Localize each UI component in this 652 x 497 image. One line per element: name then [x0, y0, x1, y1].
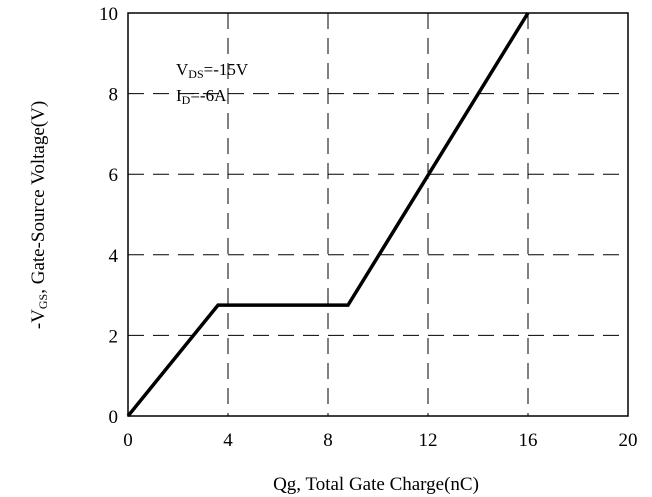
x-tick-label: 20 [619, 430, 638, 451]
y-tick-label: 0 [109, 407, 119, 428]
x-axis-label: Qg, Total Gate Charge(nC) [273, 474, 479, 495]
x-tick-label: 16 [519, 430, 538, 451]
y-axis-label: -VGS, Gate-Source Voltage(V) [28, 101, 50, 329]
y-tick-label: 2 [109, 326, 119, 347]
series-line-0 [126, 12, 530, 418]
series-lines [126, 12, 530, 418]
y-tick-label: 6 [109, 165, 119, 186]
y-tick-label: 8 [109, 85, 119, 106]
x-tick-label: 12 [419, 430, 438, 451]
annotation-id: ID=-6A [176, 86, 227, 107]
x-tick-label: 0 [123, 430, 133, 451]
tick-labels: 0 4 8 12 16 20 0 2 4 6 8 10 [99, 4, 638, 451]
y-tick-label: 10 [99, 4, 118, 25]
x-tick-label: 4 [223, 430, 233, 451]
annotation-vds: VDS=-15V [176, 60, 249, 81]
plot-frame [127, 12, 629, 417]
y-tick-label: 4 [109, 246, 119, 267]
x-tick-label: 8 [323, 430, 333, 451]
